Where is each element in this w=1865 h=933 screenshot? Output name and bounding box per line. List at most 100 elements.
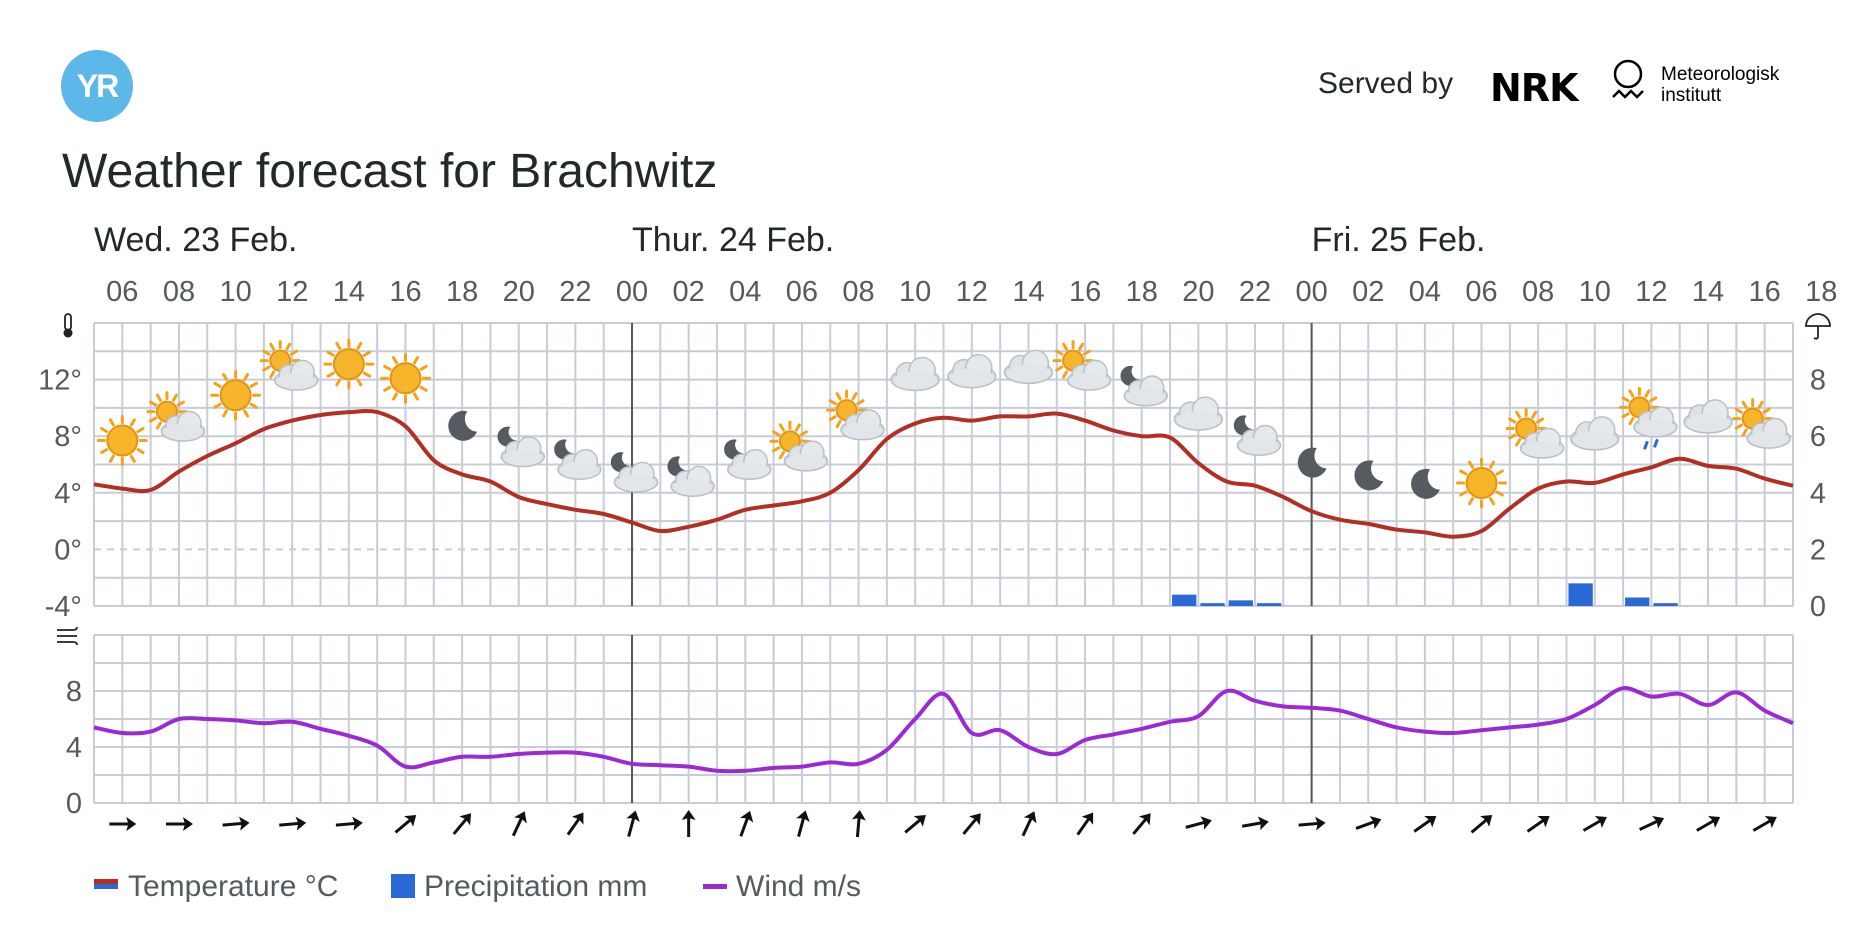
- met-institute-logo[interactable]: Meteorologisk institutt: [1661, 64, 1779, 106]
- sun-ray: [155, 421, 162, 430]
- sun-ray: [269, 342, 276, 351]
- cloud-fill: [672, 479, 713, 496]
- wind-arrow-head: [1314, 816, 1326, 831]
- hour-tick-label: 02: [1352, 276, 1384, 308]
- cloud-fill: [163, 423, 203, 441]
- wind-tick-label: 4: [66, 732, 82, 764]
- chart-grid: [93, 322, 1794, 804]
- sun-ray: [1628, 389, 1635, 398]
- sun-ray: [326, 350, 335, 357]
- cloud-shape: [726, 448, 772, 481]
- precipitation-bar: [1653, 603, 1678, 606]
- precipitation-legend-icon: [391, 874, 415, 898]
- page-title: Weather forecast for Brachwitz: [62, 145, 718, 198]
- sun-ray: [362, 371, 372, 378]
- sun-cloud-icon: [769, 420, 829, 472]
- hour-tick-label: 00: [616, 276, 648, 308]
- sun-ray: [799, 430, 808, 437]
- cloud-fill: [1176, 411, 1221, 430]
- wind-arrow-icon: [904, 815, 926, 834]
- hour-tick-label: 16: [1749, 276, 1781, 308]
- series-lines: [93, 408, 1794, 774]
- wind-arrow-icon: [511, 811, 527, 837]
- hour-tick-label: 10: [1579, 276, 1611, 308]
- cloud-fill: [1239, 438, 1279, 455]
- cloud-shape: [1519, 427, 1565, 459]
- moon-cloud-icon: [1233, 415, 1282, 456]
- precipitation-bar: [1228, 600, 1253, 606]
- hour-tick-label: 12: [276, 276, 308, 308]
- cloud-shape: [1633, 406, 1678, 438]
- wind-arrow-icon: [1582, 815, 1607, 832]
- cloud-fill: [1522, 440, 1562, 458]
- hour-tick-label: 10: [219, 276, 251, 308]
- sun-ray: [412, 356, 419, 365]
- day-label: Thur. 24 Feb.: [632, 225, 834, 259]
- sun-ray: [771, 446, 781, 453]
- wind-arrow-head: [626, 810, 640, 822]
- temperature-tick-label: -4°: [45, 591, 82, 623]
- hour-tick-label: 04: [729, 276, 761, 308]
- wind-arrow-icon: [1185, 816, 1212, 830]
- sun-ray: [1495, 469, 1504, 476]
- wind-arrow-head: [740, 810, 754, 823]
- cloud-fill: [1635, 419, 1676, 436]
- sun-ray: [148, 400, 158, 407]
- moon-icon: [448, 410, 478, 441]
- sun-disc: [332, 348, 365, 381]
- wind-arrow-icon: [1241, 816, 1269, 831]
- nrk-logo[interactable]: NRK: [1490, 66, 1579, 110]
- moon-shape: [448, 410, 478, 441]
- sun-icon: [323, 338, 375, 390]
- yr-logo[interactable]: YR: [61, 50, 133, 122]
- cloud-fill: [502, 449, 543, 466]
- cloud-fill: [1686, 413, 1731, 432]
- hour-tick-label: 18: [1126, 276, 1158, 308]
- cloud-fill: [1125, 388, 1166, 405]
- sun-ray: [1741, 400, 1748, 409]
- cloud-shape: [890, 356, 940, 392]
- sun-ray: [1515, 438, 1522, 447]
- cloud-shape: [1123, 375, 1169, 407]
- sun-ray: [1468, 497, 1475, 506]
- sun-ray: [1459, 490, 1468, 497]
- cloud-shape: [1683, 399, 1733, 434]
- sun-ray: [1062, 370, 1069, 379]
- sun-ray: [326, 371, 335, 378]
- wind-arrow-icon: [1639, 815, 1665, 831]
- moon-shape: [1297, 447, 1327, 478]
- cloud-shape: [1173, 396, 1224, 431]
- hour-tick-label: 04: [1409, 276, 1441, 308]
- sun-ray: [335, 341, 342, 351]
- hour-tick-label: 16: [389, 276, 421, 308]
- wind-arrow-icon: [279, 816, 307, 831]
- wind-arrow-icon: [1470, 815, 1493, 834]
- chart-legend: Temperature °C Precipitation mm Wind m/s: [94, 870, 861, 903]
- cloud-shape: [670, 465, 716, 498]
- cloud-fill: [1748, 431, 1789, 448]
- sun-ray: [262, 365, 271, 372]
- sun-ray: [269, 370, 276, 379]
- sun-ray: [362, 350, 372, 357]
- wind-arrow-icon: [739, 810, 754, 837]
- legend-label-wind: Wind m/s: [736, 870, 861, 903]
- wind-arrow-head: [352, 816, 363, 831]
- sun-ray: [1495, 490, 1504, 497]
- sun-ray: [262, 349, 271, 356]
- sun-ray: [1055, 349, 1064, 356]
- sun-ray: [335, 378, 342, 387]
- wind-arrow-head: [238, 816, 250, 831]
- cloud-fill: [729, 462, 770, 479]
- sun-icon: [96, 415, 148, 467]
- hour-tick-label: 14: [1012, 276, 1044, 308]
- wind-arrow-icon: [1696, 815, 1721, 832]
- hour-tick-label: 08: [163, 276, 195, 308]
- sun-ray: [835, 392, 842, 401]
- wind-arrow-icon: [109, 817, 137, 831]
- hour-tick-label: 12: [1635, 276, 1667, 308]
- cloud-icon: [1003, 349, 1054, 385]
- wind-arrow-icon: [394, 815, 417, 834]
- sun-cloud-icon: [1732, 398, 1792, 449]
- sun-ray: [1621, 412, 1630, 419]
- sun-ray: [1082, 349, 1092, 356]
